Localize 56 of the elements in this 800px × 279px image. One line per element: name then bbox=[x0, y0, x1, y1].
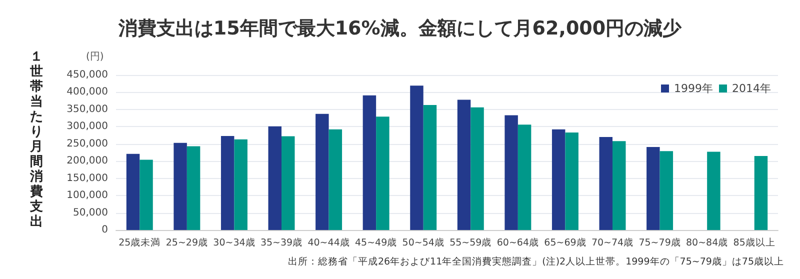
bar bbox=[612, 141, 626, 230]
bar bbox=[316, 114, 329, 230]
bar bbox=[174, 142, 187, 230]
bar bbox=[234, 139, 248, 230]
bar bbox=[754, 156, 768, 230]
bar bbox=[376, 116, 390, 230]
x-tick-label: 35~39歳 bbox=[260, 236, 303, 248]
bar bbox=[518, 124, 532, 230]
bar bbox=[707, 152, 720, 230]
x-tick-label: 40~44歳 bbox=[308, 236, 350, 248]
bar bbox=[599, 137, 612, 230]
bar bbox=[552, 129, 566, 230]
bar bbox=[328, 129, 342, 230]
text: (円) bbox=[86, 52, 104, 62]
x-tick-label: 25歳未満 bbox=[118, 236, 161, 248]
bar bbox=[457, 100, 471, 230]
y-tick-label: 50,000 bbox=[73, 207, 108, 218]
y-tick-label: 350,000 bbox=[66, 104, 108, 115]
text: 出所：総務省「平成26年および11年全国消費実態調査」(注)2人以上世帯。1999年の「75~79歳」は75歳以上 bbox=[288, 256, 784, 268]
legend-label: 2014年 bbox=[732, 82, 772, 95]
bar bbox=[282, 136, 295, 230]
chart-title: 消費支出は15年間で最大16%減。金額にして月62,000円の減少 bbox=[117, 18, 683, 40]
bar bbox=[186, 146, 200, 230]
bar bbox=[220, 136, 234, 230]
x-tick-label: 60~64歳 bbox=[496, 236, 539, 248]
y-tick-label: 400,000 bbox=[66, 86, 108, 98]
bar bbox=[565, 132, 578, 230]
bar bbox=[504, 115, 518, 230]
bar bbox=[140, 160, 153, 230]
legend-label: 1999年 bbox=[674, 82, 714, 95]
x-tick-label: 55~59歳 bbox=[450, 236, 492, 248]
bar bbox=[423, 104, 437, 230]
x-tick-label: 80~84歳 bbox=[686, 236, 728, 248]
x-tick-label: 75~79歳 bbox=[638, 236, 681, 248]
x-tick-label: 70~74歳 bbox=[591, 236, 634, 248]
bar bbox=[362, 95, 376, 230]
y-tick-label: 200,000 bbox=[66, 156, 108, 167]
text: １世帯当たり月間消費支出 bbox=[30, 50, 43, 230]
x-tick-label: 30~34歳 bbox=[213, 236, 256, 248]
bar bbox=[646, 146, 660, 230]
x-tick-label: 65~69歳 bbox=[544, 236, 586, 248]
bar bbox=[660, 151, 674, 230]
y-tick-label: 100,000 bbox=[66, 190, 108, 202]
y-tick-label: 0 bbox=[102, 224, 108, 236]
y-tick-label: 250,000 bbox=[66, 138, 108, 150]
bar bbox=[126, 154, 140, 230]
y-tick-label: 150,000 bbox=[66, 172, 108, 184]
y-tick-label: 450,000 bbox=[66, 70, 108, 80]
x-tick-label: 25~29歳 bbox=[166, 236, 208, 248]
x-tick-label: 85歳以上 bbox=[733, 236, 776, 248]
bar bbox=[470, 107, 484, 230]
y-tick-label: 300,000 bbox=[66, 121, 108, 132]
bar bbox=[268, 126, 282, 230]
x-tick-label: 50~54歳 bbox=[402, 236, 444, 248]
bar bbox=[410, 86, 424, 230]
x-tick-label: 45~49歳 bbox=[355, 236, 398, 248]
